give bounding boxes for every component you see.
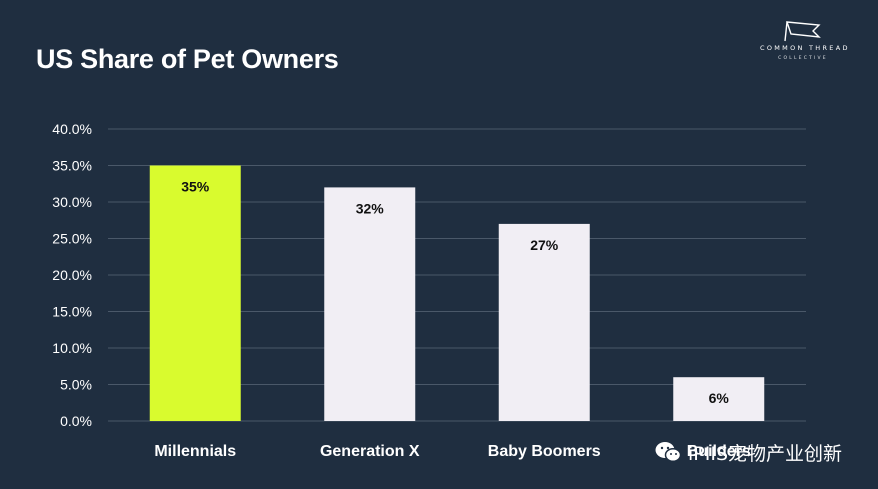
y-tick-label: 25.0% xyxy=(52,231,92,247)
y-tick-label: 0.0% xyxy=(60,413,92,429)
watermark: iPIIS宠物产业创新 xyxy=(654,438,842,466)
bar xyxy=(149,165,241,421)
bar xyxy=(324,187,416,421)
y-tick-label: 35.0% xyxy=(52,158,92,174)
data-label: 32% xyxy=(356,200,385,216)
bar xyxy=(673,377,765,421)
watermark-text: iPIIS宠物产业创新 xyxy=(688,442,843,465)
x-tick-label: Baby Boomers xyxy=(488,443,601,460)
logo-line-1: COMMON THREAD xyxy=(760,44,850,52)
y-tick-label: 20.0% xyxy=(52,267,92,283)
brand-logo: COMMON THREAD COLLECTIVE xyxy=(760,20,850,70)
x-tick-label: Generation X xyxy=(320,443,420,460)
data-label: 27% xyxy=(530,237,559,253)
y-tick-label: 5.0% xyxy=(60,377,92,393)
x-tick-label: Builders xyxy=(687,443,751,460)
data-label: 35% xyxy=(181,179,210,195)
y-tick-label: 40.0% xyxy=(52,121,92,137)
bar xyxy=(498,223,590,421)
flag-icon xyxy=(784,21,821,42)
chart-title: US Share of Pet Owners xyxy=(36,44,339,74)
wechat-icon xyxy=(655,442,682,463)
logo-line-2: COLLECTIVE xyxy=(778,56,828,61)
x-tick-label: Millennials xyxy=(154,443,236,460)
y-tick-label: 10.0% xyxy=(52,340,92,356)
y-tick-label: 30.0% xyxy=(52,194,92,210)
y-tick-label: 15.0% xyxy=(52,304,92,320)
data-label: 6% xyxy=(709,390,730,406)
